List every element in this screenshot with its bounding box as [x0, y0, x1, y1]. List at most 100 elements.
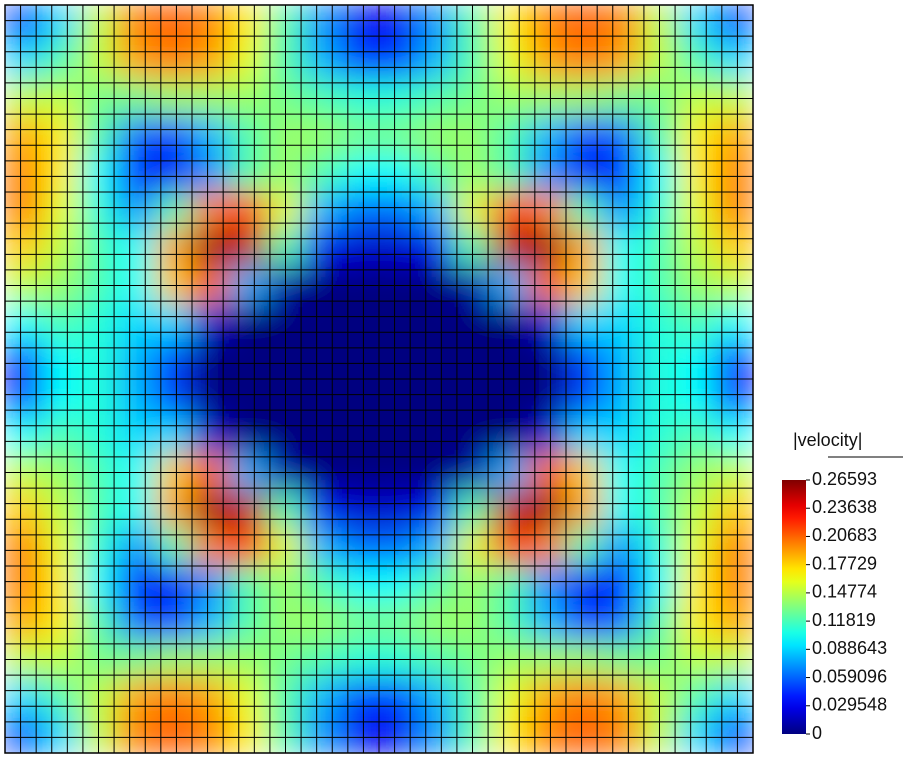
cell: [191, 715, 230, 753]
cell: [715, 602, 753, 642]
cell: [5, 602, 43, 642]
cell: [341, 565, 380, 604]
cell: [602, 715, 642, 753]
cell: [677, 228, 717, 268]
cell: [191, 116, 230, 156]
cell: [677, 378, 717, 417]
cell: [41, 677, 81, 717]
cell: [528, 303, 567, 343]
cell: [565, 303, 604, 343]
cell: [228, 191, 268, 230]
cell: [41, 602, 81, 642]
cell: [715, 715, 753, 753]
cell: [154, 677, 193, 717]
cell: [228, 565, 268, 604]
cell: [415, 41, 455, 81]
cell: [565, 228, 604, 268]
cell: [341, 602, 380, 642]
cell: [378, 341, 417, 380]
cell: [191, 154, 230, 193]
cell: [378, 154, 417, 193]
cell: [565, 5, 604, 43]
cell: [378, 715, 417, 753]
cell: [228, 303, 268, 343]
cell: [602, 528, 642, 567]
cell: [154, 378, 193, 417]
cell: [41, 228, 81, 268]
cell: [715, 677, 753, 717]
cell: [5, 715, 43, 753]
cell: [154, 41, 193, 81]
cell: [490, 228, 530, 268]
cell: [602, 191, 642, 230]
cell: [5, 415, 43, 455]
cell: [341, 154, 380, 193]
cell: [341, 191, 380, 230]
cell: [378, 415, 417, 455]
cell: [528, 341, 567, 380]
cell: [677, 5, 717, 43]
cell: [228, 677, 268, 717]
colorbar-tick-label: 0.23638: [812, 497, 877, 517]
cell: [41, 191, 81, 230]
cell: [228, 378, 268, 417]
cell: [715, 116, 753, 156]
cell: [303, 154, 343, 193]
cell: [490, 565, 530, 604]
cell: [490, 5, 530, 43]
cell: [5, 116, 43, 156]
cell: [341, 41, 380, 81]
cell: [116, 378, 156, 417]
cell: [677, 602, 717, 642]
cell: [154, 528, 193, 567]
cell: [303, 116, 343, 156]
cell: [116, 116, 156, 156]
cell: [116, 228, 156, 268]
cell: [341, 715, 380, 753]
cell: [602, 41, 642, 81]
cell: [116, 154, 156, 193]
cell: [415, 490, 455, 530]
cell: [378, 5, 417, 43]
cell: [415, 528, 455, 567]
cell: [303, 228, 343, 268]
cell: [154, 341, 193, 380]
cell: [341, 116, 380, 156]
cell: [565, 41, 604, 81]
cell: [5, 341, 43, 380]
cell: [228, 154, 268, 193]
cell: [191, 41, 230, 81]
cell: [228, 341, 268, 380]
cell: [116, 677, 156, 717]
cell: [41, 5, 81, 43]
cell: [5, 378, 43, 417]
cell: [154, 602, 193, 642]
cell: [41, 41, 81, 81]
cell: [116, 528, 156, 567]
cell: [5, 5, 43, 43]
cell: [715, 341, 753, 380]
cell: [602, 378, 642, 417]
cell: [715, 565, 753, 604]
cell: [415, 715, 455, 753]
cell: [116, 191, 156, 230]
cell: [490, 490, 530, 530]
cell: [116, 490, 156, 530]
cell: [191, 191, 230, 230]
cell: [341, 677, 380, 717]
cell: [191, 490, 230, 530]
cell: [528, 378, 567, 417]
cell: [41, 378, 81, 417]
cell: [677, 116, 717, 156]
cell: [528, 228, 567, 268]
cell: [677, 41, 717, 81]
cell: [415, 191, 455, 230]
mesh: [5, 5, 753, 753]
cell: [528, 191, 567, 230]
cell: [490, 715, 530, 753]
cell: [341, 303, 380, 343]
cell: [677, 677, 717, 717]
cell: [565, 154, 604, 193]
